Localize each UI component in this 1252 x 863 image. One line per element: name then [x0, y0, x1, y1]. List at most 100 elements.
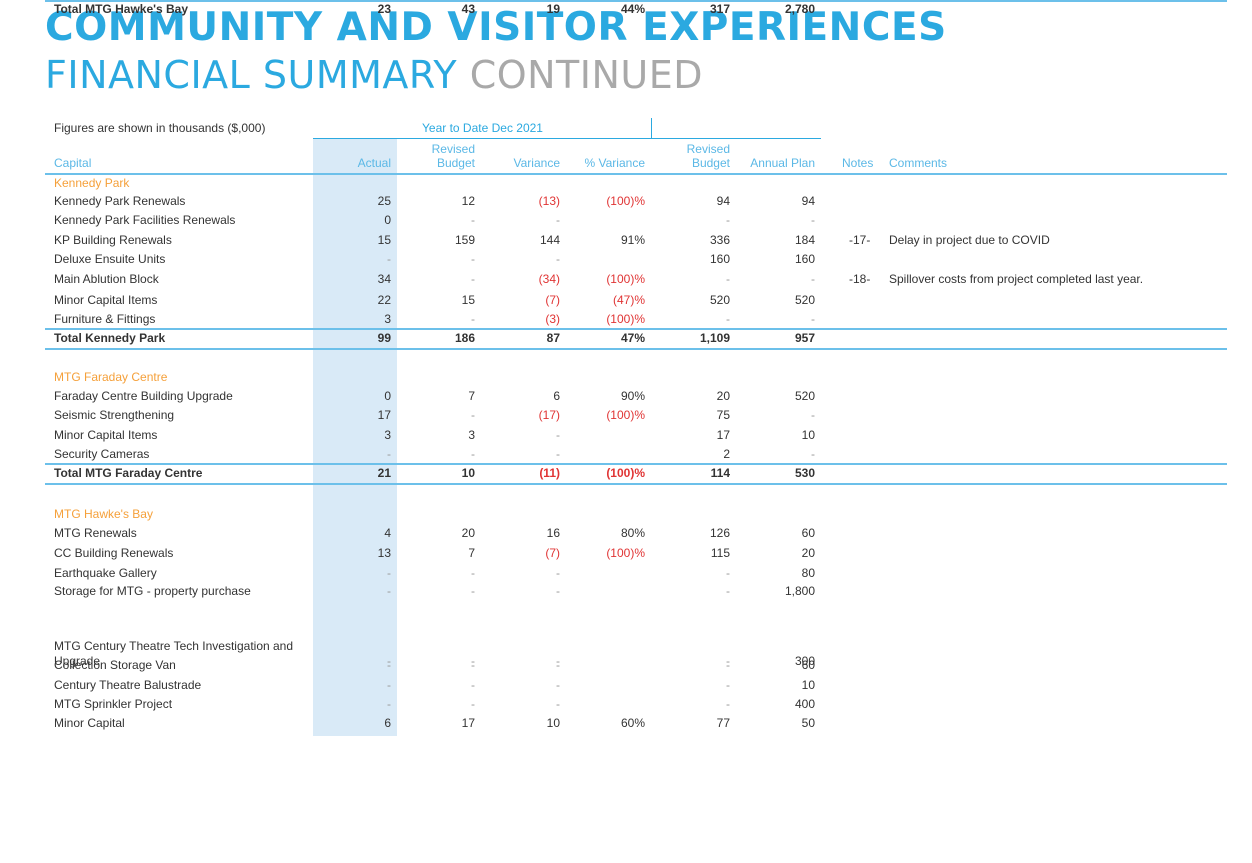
- cell-actual: 4: [384, 526, 391, 540]
- page-subtitle: FINANCIAL SUMMARY CONTINUED: [45, 52, 703, 98]
- cell-actual: 15: [377, 233, 391, 247]
- cell-actual: 17: [377, 408, 391, 422]
- cell-actual: 34: [377, 272, 391, 286]
- cell-rb: 159: [454, 233, 475, 247]
- cell-var: (11): [539, 466, 560, 480]
- total-rule: [45, 463, 1227, 465]
- cell-rb2: 126: [709, 526, 730, 540]
- total-rule: [45, 348, 1227, 350]
- cell-ap: 2,780: [784, 2, 815, 16]
- cell-rb: -: [471, 658, 475, 672]
- cell-rb: -: [471, 213, 475, 227]
- cell-ap: 184: [794, 233, 815, 247]
- cell-rb2: -: [726, 584, 730, 598]
- cell-actual: 22: [377, 293, 391, 307]
- cell-pct: (100)%: [606, 466, 645, 480]
- total-row: Total Kennedy Park 99 186 87 47% 1,109 957: [0, 329, 1252, 348]
- cell-ap: 957: [794, 331, 815, 345]
- cell-var: (7): [545, 546, 560, 560]
- cell-actual: 23: [377, 2, 391, 16]
- cell-pct: 91%: [620, 233, 645, 247]
- cell-pct: (100)%: [606, 272, 645, 286]
- cell-rb2: 2: [723, 447, 730, 461]
- cell-actual: -: [387, 566, 391, 580]
- cell-var: 144: [539, 233, 560, 247]
- row-label-continued: Upgrade: [54, 654, 101, 668]
- cell-rb: -: [471, 654, 475, 668]
- cell-var: (13): [538, 194, 560, 208]
- row-label: Storage for MTG - property purchase: [54, 584, 251, 598]
- cell-pct: (100)%: [606, 194, 645, 208]
- row-label: Earthquake Gallery: [54, 566, 157, 580]
- cell-rb: 12: [461, 194, 475, 208]
- cell-ap: -: [811, 213, 815, 227]
- cell-rb: 186: [454, 331, 475, 345]
- table-row: Century Theatre Balustrade - - - - 10: [0, 676, 1252, 695]
- cell-actual: 21: [377, 466, 391, 480]
- cell-rb: 17: [461, 716, 475, 730]
- cell-rb: -: [471, 697, 475, 711]
- cell-pct: 90%: [620, 389, 645, 403]
- cell-rb2: -: [726, 312, 730, 326]
- table-row: Kennedy Park Renewals 25 12 (13) (100)% 94 94: [0, 192, 1252, 211]
- table-row: Faraday Centre Building Upgrade 0 7 6 90% 20 5…: [0, 387, 1252, 406]
- cell-ap: 60: [801, 526, 815, 540]
- cell-rb2: 520: [709, 293, 730, 307]
- row-label: Total MTG Faraday Centre: [54, 466, 203, 480]
- table-row: CC Building Renewals 13 7 (7) (100)% 115 20: [0, 544, 1252, 563]
- cell-var: -: [556, 678, 560, 692]
- cell-pct: (47)%: [612, 293, 645, 307]
- cell-pct: (100)%: [606, 546, 645, 560]
- section-header: MTG Faraday Centre: [0, 368, 1252, 387]
- header-revised-budget-ytd-line2: Budget: [436, 156, 475, 170]
- cell-rb: -: [471, 408, 475, 422]
- row-label: Security Cameras: [54, 447, 150, 461]
- cell-var: 10: [546, 716, 560, 730]
- cell-ap: 60: [801, 658, 815, 672]
- row-label: Kennedy Park Facilities Renewals: [54, 213, 236, 227]
- cell-pct: 47%: [620, 331, 645, 345]
- cell-rb: 15: [461, 293, 475, 307]
- cell-rb2: -: [726, 697, 730, 711]
- cell-actual: 99: [377, 331, 391, 345]
- table-row: Deluxe Ensuite Units - - - 160 160: [0, 250, 1252, 269]
- total-rule: [45, 328, 1227, 330]
- subtitle-continued: CONTINUED: [469, 53, 703, 97]
- cell-rb: -: [471, 272, 475, 286]
- header-variance: Variance: [513, 156, 560, 170]
- cell-ap: 50: [801, 716, 815, 730]
- cell-actual: 25: [377, 194, 391, 208]
- cell-ap: 160: [794, 252, 815, 266]
- total-row: Total MTG Hawke's Bay 23 43 19 44% 317 2,780: [0, 0, 1252, 19]
- cell-rb: -: [471, 584, 475, 598]
- table-row: Minor Capital Items 22 15 (7) (47)% 520 520: [0, 291, 1252, 310]
- table-row: Furniture & Fittings 3 - (3) (100)% - -: [0, 310, 1252, 329]
- cell-pct: 44%: [620, 2, 645, 16]
- cell-ap: 10: [801, 678, 815, 692]
- cell-ap: -: [811, 312, 815, 326]
- cell-ap: 1,800: [784, 584, 815, 598]
- row-label: Total Kennedy Park: [54, 331, 166, 345]
- cell-var: -: [556, 697, 560, 711]
- cell-rb2: -: [726, 213, 730, 227]
- cell-ap: 520: [794, 293, 815, 307]
- cell-actual: -: [387, 447, 391, 461]
- cell-var: -: [556, 213, 560, 227]
- table-row: Seismic Strengthening 17 - (17) (100)% 75 -: [0, 406, 1252, 425]
- cell-var: 87: [546, 331, 560, 345]
- row-label: CC Building Renewals: [54, 546, 174, 560]
- cell-actual: 0: [384, 213, 391, 227]
- row-label: Furniture & Fittings: [54, 312, 156, 326]
- row-label: Kennedy Park: [54, 176, 130, 190]
- row-label: Faraday Centre Building Upgrade: [54, 389, 233, 403]
- cell-actual: -: [387, 697, 391, 711]
- cell-rb2: 1,109: [699, 331, 730, 345]
- cell-var: 19: [546, 2, 560, 16]
- row-label: Minor Capital: [54, 716, 125, 730]
- table-row: MTG Century Theatre Tech Investigation a…: [0, 637, 1252, 671]
- cell-pct: (100)%: [606, 312, 645, 326]
- cell-var: (3): [545, 312, 560, 326]
- cell-rb2: -: [726, 654, 730, 668]
- cell-actual: -: [387, 584, 391, 598]
- header-annual-plan: Annual Plan: [750, 156, 815, 170]
